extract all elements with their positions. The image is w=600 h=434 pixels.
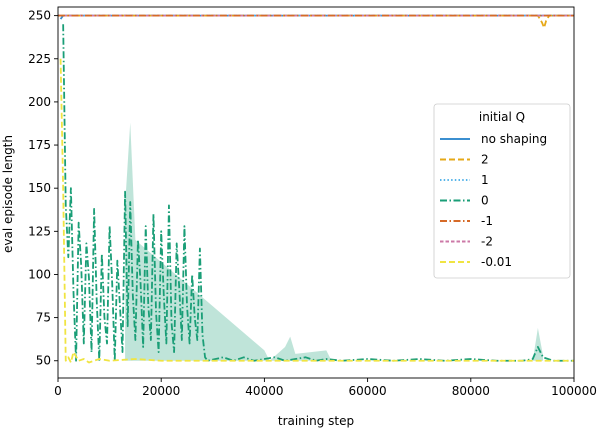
y-tick-label: 50: [36, 354, 51, 368]
y-axis: 50 75 100 125 150 175 200 225 250: [28, 9, 58, 368]
y-tick-label: 250: [28, 9, 51, 23]
y-tick-label: 75: [36, 311, 51, 325]
legend-label: -1: [481, 214, 493, 228]
x-tick-label: 20000: [142, 384, 180, 398]
band-0: [125, 122, 544, 361]
x-tick-label: 80000: [452, 384, 490, 398]
legend-label: 2: [481, 153, 489, 167]
y-tick-label: 150: [28, 181, 51, 195]
legend-title: initial Q: [479, 110, 525, 124]
x-tick-label: 60000: [349, 384, 387, 398]
legend: initial Q no shaping 2 1 0 -1 -2 -0.01: [433, 103, 571, 279]
y-tick-label: 225: [28, 52, 51, 66]
y-tick-label: 125: [28, 224, 51, 238]
x-axis-label: training step: [278, 414, 354, 428]
y-tick-label: 200: [28, 95, 51, 109]
legend-item: 0: [440, 194, 489, 208]
legend-item: -2: [440, 235, 493, 249]
legend-label: -2: [481, 235, 493, 249]
legend-label: 0: [481, 194, 489, 208]
y-tick-label: 100: [28, 267, 51, 281]
legend-box: [433, 103, 571, 279]
legend-item: -0.01: [440, 255, 512, 269]
x-axis: 0 20000 40000 60000 80000 100000: [54, 378, 597, 398]
series-line: [62, 24, 574, 362]
y-axis-label: eval episode length: [1, 135, 15, 253]
plot-frame: [57, 6, 575, 379]
series-line: [58, 14, 574, 29]
legend-item: -1: [440, 214, 493, 228]
legend-item: 1: [440, 173, 489, 187]
confidence-bands: [125, 122, 544, 361]
legend-label: -0.01: [481, 255, 512, 269]
series-lines: [58, 14, 574, 364]
legend-items: no shaping 2 1 0 -1 -2 -0.01: [440, 132, 547, 269]
legend-item: no shaping: [440, 132, 547, 146]
x-tick-label: 0: [54, 384, 62, 398]
x-tick-label: 40000: [245, 384, 283, 398]
legend-item: 2: [440, 153, 489, 167]
y-tick-label: 175: [28, 138, 51, 152]
x-tick-label: 100000: [551, 384, 597, 398]
legend-label: no shaping: [481, 132, 547, 146]
series-line: [59, 58, 574, 364]
legend-label: 1: [481, 173, 489, 187]
